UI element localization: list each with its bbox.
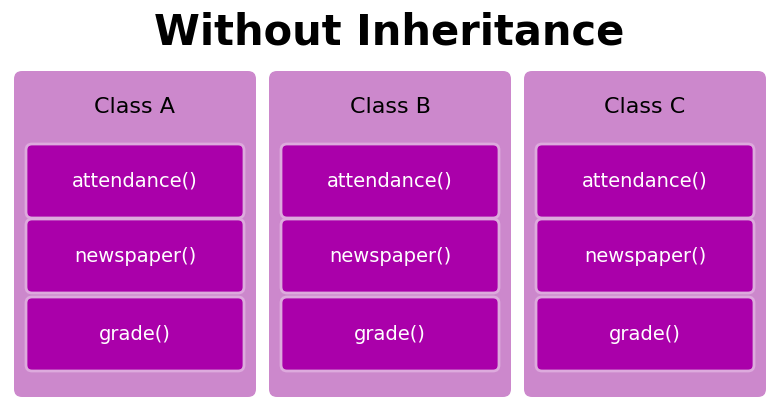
FancyBboxPatch shape bbox=[524, 71, 766, 397]
Text: Class C: Class C bbox=[605, 97, 685, 117]
FancyBboxPatch shape bbox=[536, 144, 754, 218]
Text: attendance(): attendance() bbox=[582, 171, 708, 190]
Text: newspaper(): newspaper() bbox=[329, 247, 451, 265]
FancyBboxPatch shape bbox=[26, 144, 244, 218]
FancyBboxPatch shape bbox=[536, 297, 754, 371]
FancyBboxPatch shape bbox=[26, 297, 244, 371]
FancyBboxPatch shape bbox=[281, 297, 499, 371]
Text: grade(): grade() bbox=[609, 324, 681, 344]
FancyBboxPatch shape bbox=[269, 71, 511, 397]
FancyBboxPatch shape bbox=[14, 71, 256, 397]
Text: attendance(): attendance() bbox=[72, 171, 198, 190]
Text: Class A: Class A bbox=[94, 97, 176, 117]
Text: Without Inheritance: Without Inheritance bbox=[154, 11, 624, 53]
Text: newspaper(): newspaper() bbox=[74, 247, 196, 265]
FancyBboxPatch shape bbox=[281, 219, 499, 293]
FancyBboxPatch shape bbox=[26, 219, 244, 293]
Text: grade(): grade() bbox=[99, 324, 171, 344]
Text: grade(): grade() bbox=[354, 324, 426, 344]
Text: newspaper(): newspaper() bbox=[584, 247, 706, 265]
Text: attendance(): attendance() bbox=[327, 171, 453, 190]
FancyBboxPatch shape bbox=[281, 144, 499, 218]
Text: Class B: Class B bbox=[349, 97, 430, 117]
FancyBboxPatch shape bbox=[536, 219, 754, 293]
